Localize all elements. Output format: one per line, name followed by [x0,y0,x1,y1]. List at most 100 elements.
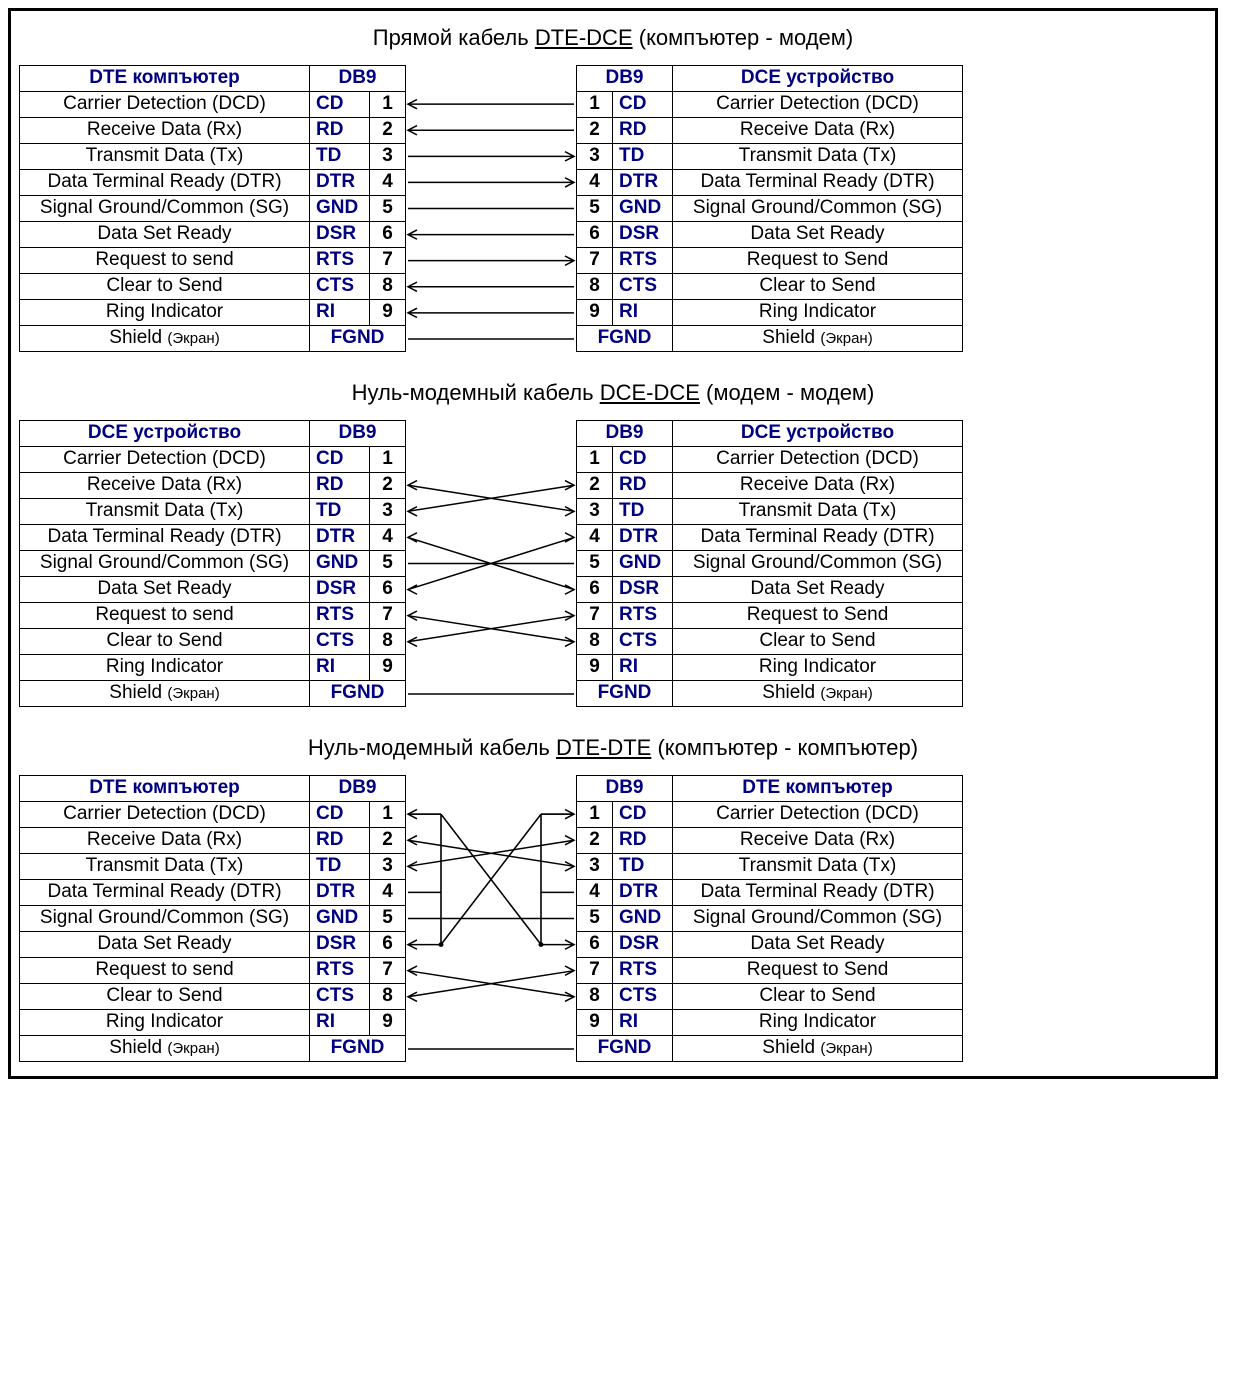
pin-row: Signal Ground/Common (SG) GND 5 [20,906,406,932]
signal-desc: Ring Indicator [20,300,310,326]
signal-desc: Data Set Ready [20,577,310,603]
pin-row: Request to send RTS 7 [20,248,406,274]
signal-abbr: RTS [613,958,673,984]
signal-abbr: RTS [613,603,673,629]
signal-abbr: DTR [613,525,673,551]
pin-row: 1 CD Carrier Detection (DCD) [577,92,963,118]
pin-row: 6 DSR Data Set Ready [577,222,963,248]
signal-desc: Data Set Ready [20,222,310,248]
pinout-table-L: DCE устройство DB9 Carrier Detection (DC… [19,420,406,707]
signal-desc: Clear to Send [673,984,963,1010]
pin-row: 3 TD Transmit Data (Tx) [577,499,963,525]
signal-abbr: RTS [310,958,370,984]
signal-abbr: RTS [310,248,370,274]
db9-header: DB9 [577,421,673,447]
signal-desc: Receive Data (Rx) [673,473,963,499]
pin-row: 7 RTS Request to Send [577,248,963,274]
device-header: DTE компъютер [673,776,963,802]
signal-abbr: GND [613,196,673,222]
signal-desc: Ring Indicator [20,1010,310,1036]
signal-abbr: CD [613,92,673,118]
signal-abbr: RD [310,118,370,144]
signal-desc: Receive Data (Rx) [673,118,963,144]
signal-desc: Signal Ground/Common (SG) [673,196,963,222]
shield-label: Shield (Экран) [20,681,310,707]
signal-abbr: GND [613,906,673,932]
pin-number: 6 [370,577,406,603]
pin-row: Data Terminal Ready (DTR) DTR 4 [20,525,406,551]
db9-header: DB9 [310,776,406,802]
device-header: DCE устройство [20,421,310,447]
signal-desc: Clear to Send [20,629,310,655]
pin-row: Transmit Data (Tx) TD 3 [20,144,406,170]
signal-abbr: CD [613,447,673,473]
pin-number: 4 [370,525,406,551]
pin-number: 9 [577,655,613,681]
pin-number: 6 [370,222,406,248]
pin-number: 4 [577,170,613,196]
pin-row: Clear to Send CTS 8 [20,274,406,300]
signal-desc: Data Terminal Ready (DTR) [673,170,963,196]
pin-row: 6 DSR Data Set Ready [577,577,963,603]
db9-header: DB9 [577,66,673,92]
pin-number: 4 [370,170,406,196]
pin-number: 3 [370,499,406,525]
signal-desc: Ring Indicator [673,1010,963,1036]
pinout-table-R: DB9 DTE компъютер 1 CD Carrier Detection… [576,775,963,1062]
pin-number: 1 [370,802,406,828]
pin-row: 8 CTS Clear to Send [577,274,963,300]
fgnd-label: FGND [577,1036,673,1062]
pin-row: Signal Ground/Common (SG) GND 5 [20,196,406,222]
signal-abbr: RD [613,118,673,144]
pin-row: Clear to Send CTS 8 [20,984,406,1010]
signal-abbr: DTR [613,170,673,196]
pin-number: 6 [577,222,613,248]
signal-desc: Ring Indicator [20,655,310,681]
pin-row: 2 RD Receive Data (Rx) [577,473,963,499]
pin-row: Receive Data (Rx) RD 2 [20,828,406,854]
signal-desc: Receive Data (Rx) [673,828,963,854]
title-post: (компъютер - модем) [633,25,854,50]
pin-row: Ring Indicator RI 9 [20,1010,406,1036]
signal-abbr: DSR [613,222,673,248]
signal-desc: Data Terminal Ready (DTR) [20,880,310,906]
signal-abbr: DSR [613,932,673,958]
pin-number: 2 [577,118,613,144]
pin-number: 2 [577,473,613,499]
shield-row: Shield (Экран) FGND [20,681,406,707]
title-post: (компъютер - компъютер) [651,735,918,760]
signal-abbr: CD [310,92,370,118]
pin-number: 1 [577,802,613,828]
signal-abbr: RI [613,300,673,326]
pin-number: 9 [370,300,406,326]
pinout-table-R: DB9 DCE устройство 1 CD Carrier Detectio… [576,65,963,352]
pin-row: 6 DSR Data Set Ready [577,932,963,958]
pin-row: Data Terminal Ready (DTR) DTR 4 [20,170,406,196]
cable-section: Нуль-модемный кабель DTE-DTE (компъютер … [19,735,1207,1062]
pin-number: 5 [370,196,406,222]
signal-desc: Transmit Data (Tx) [20,499,310,525]
pin-number: 7 [577,958,613,984]
signal-desc: Request to send [20,603,310,629]
pin-row: 5 GND Signal Ground/Common (SG) [577,551,963,577]
device-header: DTE компъютер [20,776,310,802]
fgnd-label: FGND [577,681,673,707]
signal-desc: Carrier Detection (DCD) [20,447,310,473]
signal-abbr: DSR [310,932,370,958]
wiring-gap [406,420,576,707]
pin-number: 8 [370,629,406,655]
pin-number: 9 [370,1010,406,1036]
shield-label: Shield (Экран) [20,326,310,352]
pin-number: 1 [370,92,406,118]
signal-desc: Data Set Ready [673,932,963,958]
pin-row: Ring Indicator RI 9 [20,300,406,326]
signal-abbr: RTS [310,603,370,629]
shield-label: Shield (Экран) [20,1036,310,1062]
signal-desc: Data Terminal Ready (DTR) [20,170,310,196]
section-title: Нуль-модемный кабель DTE-DTE (компъютер … [19,735,1207,761]
shield-label: Shield (Экран) [673,1036,963,1062]
signal-abbr: TD [310,499,370,525]
pin-number: 8 [370,274,406,300]
signal-desc: Receive Data (Rx) [20,118,310,144]
signal-desc: Request to Send [673,603,963,629]
